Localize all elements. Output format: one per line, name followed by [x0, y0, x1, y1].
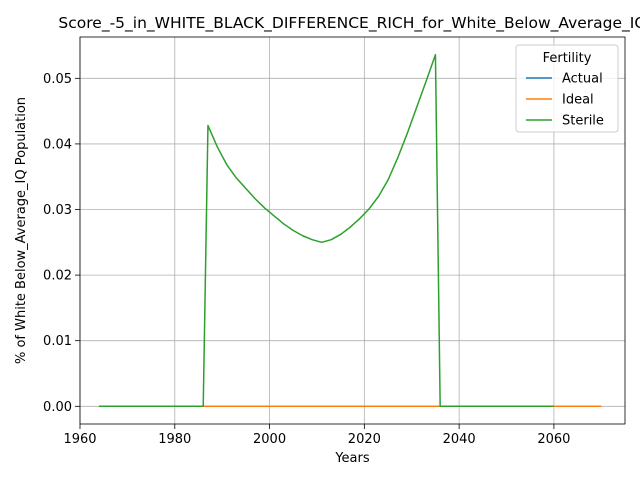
x-tick-label: 1980	[158, 432, 191, 447]
legend-label-sterile: Sterile	[562, 114, 604, 129]
x-tick-label: 2000	[253, 432, 286, 447]
x-tick-label: 2060	[537, 432, 570, 447]
y-tick-label: 0.02	[43, 269, 72, 284]
chart-title: Score_-5_in_WHITE_BLACK_DIFFERENCE_RICH_…	[58, 14, 640, 33]
y-tick-label: 0.05	[43, 72, 72, 87]
y-axis-title: % of White Below_Average_IQ Population	[14, 97, 29, 364]
y-tick-label: 0.01	[43, 334, 72, 349]
y-tick-label: 0.03	[43, 203, 72, 218]
y-tick-label: 0.00	[43, 400, 72, 415]
legend-box	[515, 44, 619, 133]
legend-title: Fertility	[543, 51, 592, 66]
y-axis-ticks: 0.00 0.01 0.02 0.03 0.04 0.05	[43, 72, 80, 415]
y-tick-label: 0.04	[43, 137, 72, 152]
x-tick-label: 1960	[63, 432, 96, 447]
plot-area-frame	[79, 36, 626, 425]
legend-label-ideal: Ideal	[562, 93, 594, 108]
legend: Fertility Actual Ideal Sterile	[515, 44, 619, 133]
series-line-sterile	[98, 53, 554, 408]
x-tick-label: 2020	[348, 432, 381, 447]
legend-items: Actual Ideal Sterile	[526, 72, 604, 129]
x-axis-title: Years	[334, 451, 370, 466]
x-tick-label: 2040	[443, 432, 476, 447]
legend-label-actual: Actual	[562, 72, 603, 87]
series-lines	[98, 53, 602, 408]
x-axis-ticks: 1960 1980 2000 2020 2040 2060	[63, 424, 570, 447]
